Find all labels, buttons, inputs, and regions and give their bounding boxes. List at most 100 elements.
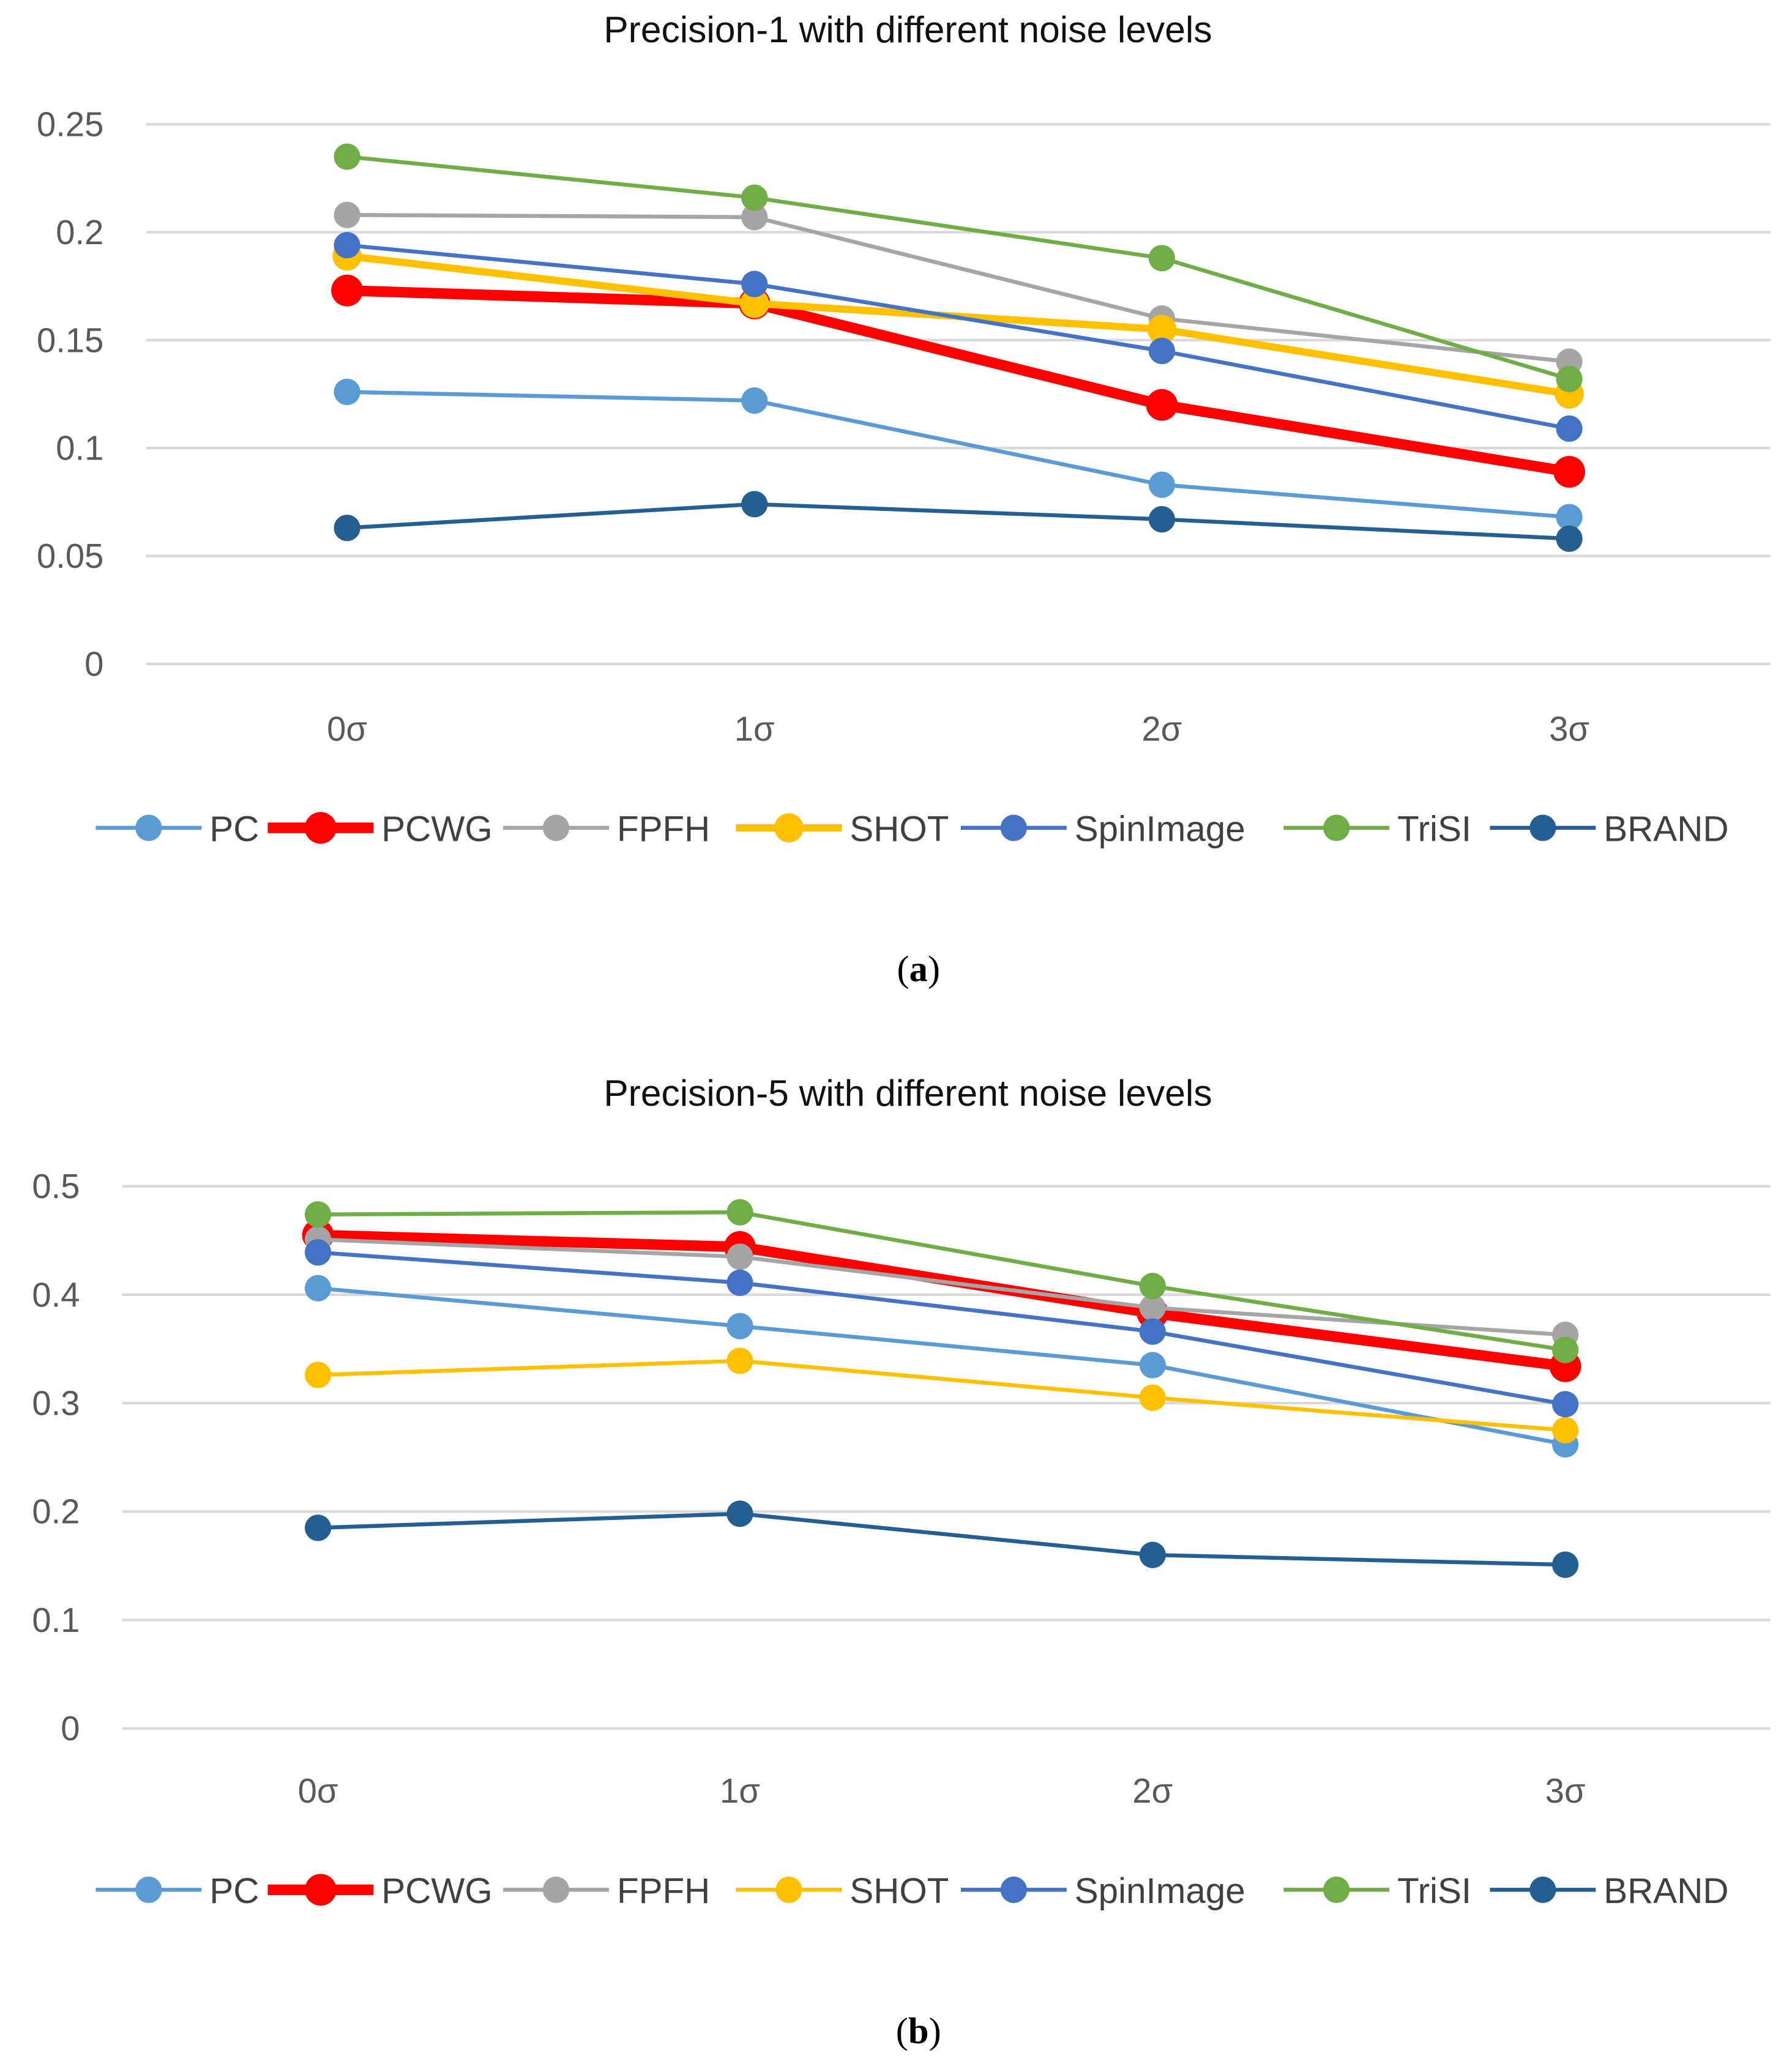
x-tick-label: 2σ	[1132, 1771, 1173, 1810]
legend-label: FPFH	[617, 1871, 710, 1911]
legend-label: BRAND	[1603, 810, 1728, 849]
data-point	[726, 1347, 753, 1374]
y-tick-label: 0.25	[37, 105, 103, 144]
data-point	[1556, 525, 1583, 552]
data-point	[1551, 1391, 1579, 1418]
data-point	[1148, 506, 1176, 533]
legend-label: TriSI	[1397, 810, 1471, 849]
data-point	[726, 1269, 753, 1296]
legend-label: PCWG	[381, 1871, 493, 1911]
legend-marker	[1000, 814, 1027, 841]
legend-marker	[135, 1876, 162, 1904]
data-point	[1556, 504, 1583, 531]
caption-open: (	[897, 949, 909, 990]
caption-close: )	[929, 2011, 941, 2052]
caption-close: )	[928, 949, 940, 990]
data-point	[1139, 1541, 1166, 1568]
data-point	[1146, 389, 1178, 421]
caption-letter: a	[909, 949, 928, 990]
legend-item-fpfh: FPFH	[503, 1871, 710, 1911]
data-point	[1551, 1336, 1579, 1363]
legend-marker	[774, 813, 804, 843]
data-point	[1139, 1318, 1166, 1345]
data-point	[1139, 1273, 1166, 1300]
data-point	[334, 232, 360, 259]
legend-label: BRAND	[1603, 1871, 1728, 1911]
legend-marker	[542, 1876, 570, 1904]
data-point	[1556, 415, 1583, 442]
y-tick-label: 0	[84, 644, 103, 683]
data-point	[334, 143, 360, 170]
data-point	[331, 274, 364, 307]
legend-item-fpfh: FPFH	[503, 810, 710, 849]
data-point	[741, 184, 768, 211]
figure-caption: (a)	[897, 949, 940, 990]
y-tick-label: 0.2	[56, 213, 103, 251]
y-tick-label: 0.4	[32, 1275, 80, 1314]
legend-label: PC	[209, 810, 259, 849]
legend-marker	[1323, 1876, 1350, 1904]
legend-item-shot: SHOT	[736, 810, 949, 849]
y-tick-label: 0.15	[37, 321, 103, 359]
data-point	[1148, 471, 1176, 498]
legend-label: PCWG	[381, 810, 493, 849]
data-point	[726, 1243, 753, 1270]
data-point	[334, 378, 360, 406]
legend-label: SpinImage	[1075, 810, 1245, 849]
series-brand	[334, 491, 1583, 552]
data-point	[1148, 337, 1176, 365]
legend-item-spinimage: SpinImage	[960, 1871, 1245, 1911]
y-tick-label: 0	[61, 1709, 80, 1748]
series-line	[318, 1286, 1566, 1447]
series-pcwg	[302, 1219, 1581, 1382]
legend-item-pc: PC	[95, 1871, 259, 1911]
legend-marker	[304, 811, 337, 844]
data-point	[1139, 1294, 1166, 1321]
series-line	[347, 390, 1570, 520]
legend-item-trisi: TriSI	[1283, 1871, 1471, 1911]
legend-marker	[775, 1876, 802, 1904]
x-tick-label: 0σ	[327, 709, 367, 748]
legend-label: FPFH	[617, 810, 710, 849]
y-tick-label: 0.3	[32, 1384, 80, 1423]
series-brand	[304, 1500, 1579, 1578]
series-line	[318, 1250, 1566, 1407]
legend-marker	[1000, 1876, 1027, 1904]
chart-title: Precision-5 with different noise levels	[603, 1072, 1212, 1114]
data-point	[1139, 1352, 1166, 1379]
data-point	[726, 1313, 753, 1339]
data-point	[1553, 456, 1585, 488]
legend-item-brand: BRAND	[1490, 810, 1728, 849]
legend-marker	[1323, 814, 1350, 841]
series-line	[346, 154, 1570, 381]
series-shot	[304, 1347, 1579, 1443]
data-point	[304, 1514, 332, 1541]
series-line	[346, 285, 1570, 477]
series-line	[346, 502, 1570, 541]
legend-item-pc: PC	[95, 810, 259, 849]
chart-b: Precision-5 with different noise levels 0…	[32, 1072, 1771, 2052]
series-pc	[304, 1275, 1579, 1458]
legend-item-shot: SHOT	[736, 1871, 949, 1911]
series-pc	[334, 378, 1583, 531]
legend-label: SHOT	[849, 810, 949, 849]
data-point	[304, 1361, 332, 1388]
legend-marker	[1529, 814, 1556, 841]
y-tick-label: 0.5	[32, 1167, 80, 1205]
y-tick-label: 0.2	[32, 1492, 80, 1531]
data-point	[1139, 1384, 1166, 1411]
legend-item-pcwg: PCWG	[267, 810, 493, 849]
series-line	[318, 1358, 1566, 1432]
data-point	[1551, 1551, 1579, 1578]
series-spinimage	[334, 232, 1583, 442]
series-pcwg	[331, 274, 1585, 488]
data-point	[726, 1500, 753, 1527]
legend-label: PC	[209, 1871, 259, 1911]
legend-label: SpinImage	[1075, 1871, 1245, 1911]
data-point	[304, 1275, 332, 1302]
x-tick-label: 1σ	[720, 1771, 760, 1810]
data-point	[304, 1239, 332, 1266]
data-point	[1551, 1417, 1579, 1443]
chart-a: Precision-1 with different noise levels 0…	[37, 9, 1771, 990]
